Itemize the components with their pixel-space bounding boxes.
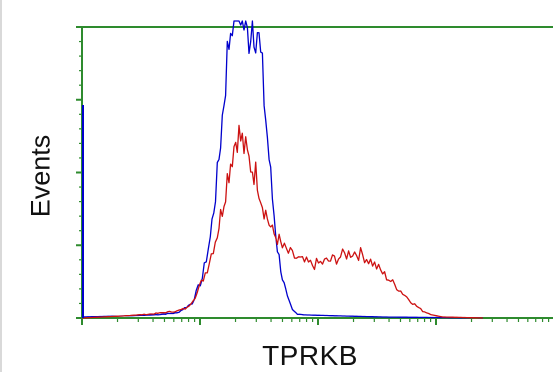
- series-line-0: [81, 20, 483, 319]
- y-axis-label: Events: [25, 134, 56, 218]
- x-axis-label: TPRKB: [262, 340, 358, 371]
- series-line-1: [81, 124, 483, 319]
